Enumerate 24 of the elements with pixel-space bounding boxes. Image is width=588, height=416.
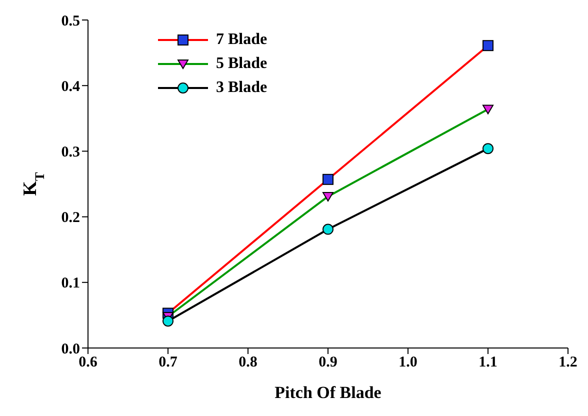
x-tick-label: 1.1 bbox=[478, 354, 498, 371]
x-tick-label: 0.9 bbox=[318, 354, 338, 371]
legend-label: 7 Blade bbox=[216, 31, 268, 49]
x-tick-label: 0.6 bbox=[78, 354, 98, 371]
point bbox=[162, 316, 174, 327]
legend-label: 5 Blade bbox=[216, 55, 268, 73]
point bbox=[322, 174, 334, 185]
y-tick-label: 0.3 bbox=[61, 144, 80, 161]
x-tick-label: 1.2 bbox=[558, 354, 578, 371]
point bbox=[482, 143, 494, 154]
y-tick-label: 0.4 bbox=[61, 78, 80, 95]
y-tick-label: 0.1 bbox=[61, 276, 80, 292]
y-tick-label: 0.2 bbox=[61, 210, 80, 226]
x-tick-label: 1.0 bbox=[398, 354, 418, 371]
point bbox=[482, 104, 494, 114]
y-tick-label: 0.0 bbox=[61, 341, 80, 358]
legend-label: 3 Blade bbox=[216, 79, 268, 97]
point bbox=[322, 224, 334, 235]
point bbox=[322, 192, 334, 202]
point bbox=[482, 40, 494, 52]
x-tick-label: 0.8 bbox=[238, 354, 258, 371]
x-tick-label: 0.7 bbox=[158, 354, 178, 371]
x-axis-title: Pitch Of Blade bbox=[274, 383, 382, 402]
y-tick-label: 0.5 bbox=[61, 13, 80, 30]
